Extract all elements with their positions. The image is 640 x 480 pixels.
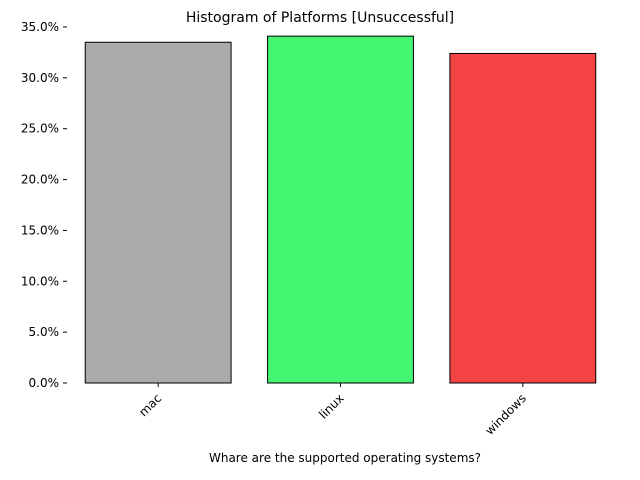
- y-tick-label: 35.0%: [21, 20, 59, 34]
- y-tick-label: 0.0%: [29, 376, 60, 390]
- chart-title: Histogram of Platforms [Unsuccessful]: [186, 10, 454, 26]
- x-tick-label-windows: windows: [482, 391, 529, 438]
- y-tick-label: 30.0%: [21, 71, 59, 85]
- bar-mac: [85, 42, 231, 383]
- y-tick-label: 15.0%: [21, 223, 59, 237]
- y-tick-label: 5.0%: [29, 325, 60, 339]
- bar-windows: [450, 53, 596, 383]
- bar-linux: [268, 36, 414, 383]
- x-axis-label: Whare are the supported operating system…: [209, 451, 481, 465]
- y-tick-label: 10.0%: [21, 274, 59, 288]
- x-tick-label-linux: linux: [316, 391, 346, 421]
- y-tick-label: 20.0%: [21, 173, 59, 187]
- y-tick-label: 25.0%: [21, 122, 59, 136]
- x-tick-label-mac: mac: [136, 391, 164, 419]
- y-axis: 0.0% 5.0% 10.0% 15.0% 20.0% 25.0% 30.0% 35.0%: [21, 20, 67, 390]
- x-axis: mac linux windows: [136, 383, 529, 438]
- bars: [85, 36, 596, 383]
